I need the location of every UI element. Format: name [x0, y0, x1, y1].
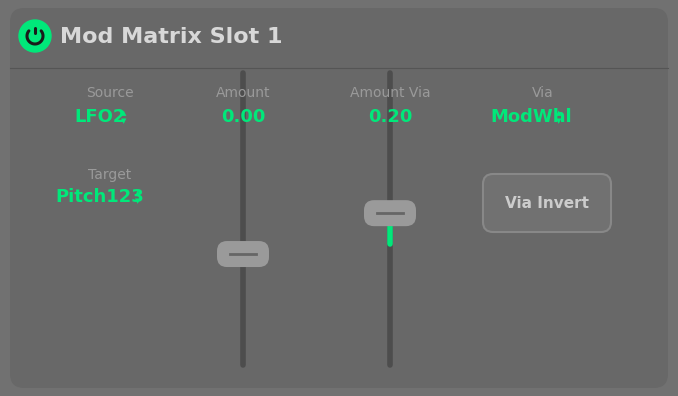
- Text: ▼: ▼: [121, 118, 127, 124]
- Text: ▲: ▲: [121, 110, 127, 116]
- Text: ▲: ▲: [136, 190, 141, 196]
- Text: Via Invert: Via Invert: [505, 196, 589, 211]
- Text: LFO2: LFO2: [75, 108, 125, 126]
- FancyBboxPatch shape: [483, 174, 611, 232]
- Circle shape: [19, 20, 51, 52]
- FancyBboxPatch shape: [364, 200, 416, 226]
- Text: 0.00: 0.00: [221, 108, 265, 126]
- Text: ModWhl: ModWhl: [490, 108, 572, 126]
- Text: Source: Source: [86, 86, 134, 100]
- Text: Pitch123: Pitch123: [56, 188, 144, 206]
- Text: Mod Matrix Slot 1: Mod Matrix Slot 1: [60, 27, 283, 47]
- Text: Via: Via: [532, 86, 554, 100]
- Text: ▲: ▲: [557, 110, 561, 116]
- Text: Target: Target: [88, 168, 132, 182]
- Text: Amount Via: Amount Via: [350, 86, 431, 100]
- Text: Amount: Amount: [216, 86, 271, 100]
- FancyBboxPatch shape: [10, 8, 668, 388]
- Text: ▼: ▼: [136, 198, 141, 204]
- FancyBboxPatch shape: [217, 241, 269, 267]
- Text: 0.20: 0.20: [367, 108, 412, 126]
- Text: ▼: ▼: [557, 118, 561, 124]
